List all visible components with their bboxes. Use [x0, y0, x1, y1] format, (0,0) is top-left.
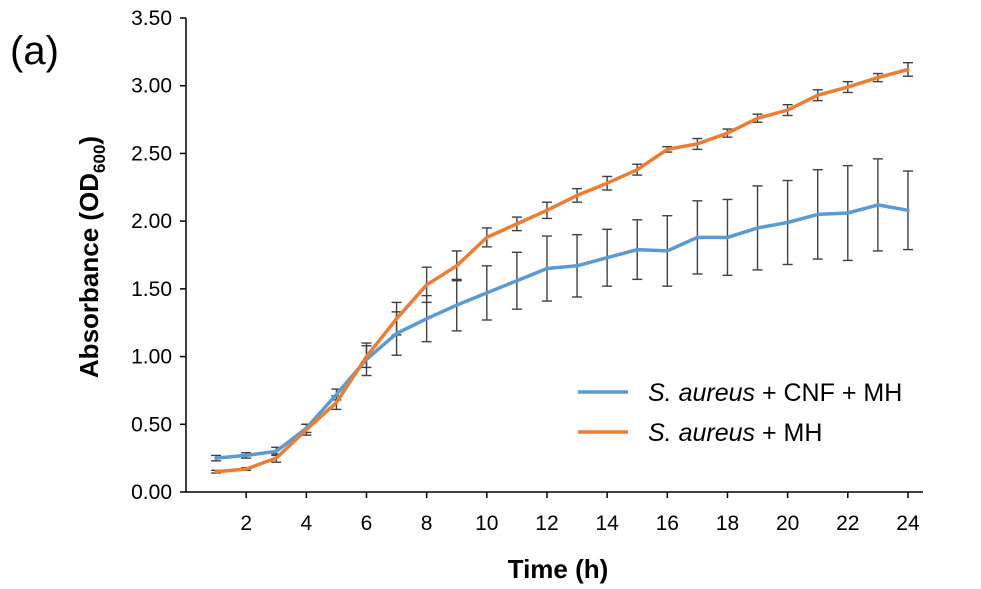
- y-tick-label: 3.50: [131, 7, 172, 30]
- y-tick-label: 0.00: [131, 481, 172, 504]
- x-tick-label: 6: [361, 512, 373, 535]
- legend-label-mh-species: S. aureus: [648, 419, 755, 447]
- x-tick-label: 2: [240, 512, 252, 535]
- y-axis-title: Absorbance (OD600): [74, 136, 109, 378]
- panel-label: (a): [10, 29, 59, 73]
- x-tick-label: 20: [776, 512, 799, 535]
- legend-label-cnf-mh: S. aureus + CNF + MH: [648, 379, 902, 407]
- legend-label-mh-rest: + MH: [755, 419, 822, 447]
- y-tick-label: 1.50: [131, 278, 172, 301]
- x-tick-label: 18: [716, 512, 739, 535]
- x-tick-label: 4: [300, 512, 312, 535]
- error-bars-series-0: [211, 158, 913, 462]
- y-axis-title-main: Absorbance (OD: [74, 173, 104, 378]
- legend-label-cnf-mh-species: S. aureus: [648, 379, 755, 407]
- x-tick-label: 22: [836, 512, 859, 535]
- x-tick-label: 10: [475, 512, 498, 535]
- y-tick-label: 3.00: [131, 75, 172, 98]
- x-tick-label: 12: [535, 512, 558, 535]
- x-tick-label: 16: [656, 512, 679, 535]
- legend-label-mh: S. aureus + MH: [648, 419, 822, 447]
- y-axis-title-close: ): [74, 136, 104, 145]
- y-axis: 0.00 0.50 1.00 1.50 2.00 2.50 3.00 3.50: [131, 7, 187, 504]
- x-tick-label: 24: [896, 512, 920, 535]
- y-tick-label: 2.00: [131, 210, 172, 233]
- x-axis: 2 4 6 8 10 12 14 16 18 20 22 24: [186, 491, 923, 535]
- series-line-0: [214, 203, 910, 460]
- series-layer: [211, 61, 913, 474]
- series-line-1: [214, 67, 910, 474]
- legend-label-cnf-mh-rest: + CNF + MH: [755, 379, 902, 407]
- y-axis-title-subscript: 600: [90, 145, 109, 173]
- y-tick-label: 0.50: [131, 413, 172, 436]
- legend: S. aureus + CNF + MH S. aureus + MH: [578, 379, 902, 447]
- x-tick-label: 8: [421, 512, 433, 535]
- y-tick-label: 2.50: [131, 142, 172, 165]
- y-tick-label: 1.00: [131, 346, 172, 369]
- x-axis-title: Time (h): [508, 554, 609, 584]
- x-tick-label: 14: [595, 512, 619, 535]
